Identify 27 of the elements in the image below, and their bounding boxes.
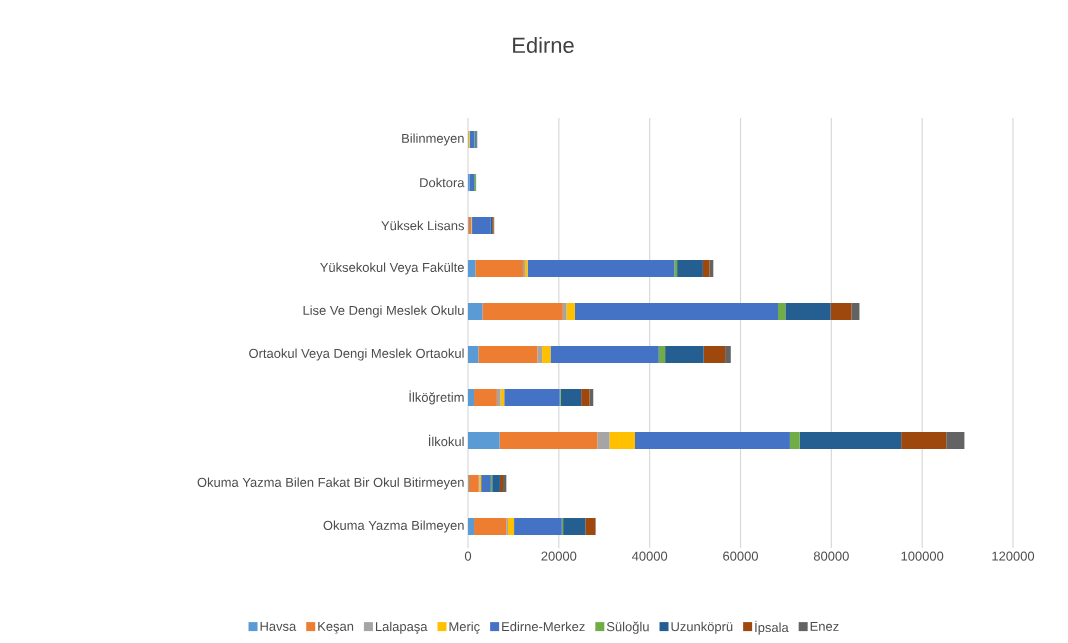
x-tick-label: 100000 [901, 551, 944, 561]
y-tick-label: İlköğretim [409, 390, 464, 405]
y-tick-label: Okuma Yazma Bilmeyen [323, 520, 464, 533]
x-tick-label: 40000 [631, 551, 668, 561]
legend-label: Uzunköprü [671, 621, 733, 634]
x-tick-label: 20000 [541, 551, 577, 561]
y-tick-label: Yüksek Lisans [381, 220, 464, 231]
y-tick-label: Yüksekokul Veya Fakülte [320, 262, 464, 275]
x-tick-label: 80000 [813, 551, 849, 561]
x-tick-label: 60000 [723, 551, 759, 561]
y-tick-label: Okuma Yazma Bilen Fakat Bir Okul Bitirmeyen [197, 477, 464, 490]
y-tick-label: İlkokul [428, 434, 464, 447]
legend-label: Meriç [449, 621, 480, 634]
x-tick-label: 0 [464, 551, 472, 561]
chart-title: Edirne [513, 36, 574, 54]
legend-label: Süloğlu [606, 621, 649, 634]
legend-label: Keşan [318, 621, 354, 634]
legend-label: İpsala [755, 620, 789, 635]
y-tick-label: Doktora [420, 177, 465, 188]
legend-label: Edirne-Merkez [502, 621, 585, 632]
y-tick-label: Lise Ve Dengi Meslek Okulu [303, 305, 464, 318]
y-tick-label: Ortaokul Veya Dengi Meslek Ortaokul [249, 348, 464, 361]
x-tick-label: 120000 [992, 551, 1035, 561]
legend-label: Enez [810, 621, 839, 631]
legend-label: Havsa [260, 621, 297, 631]
y-tick-label: Bilinmeyen [402, 133, 464, 146]
legend-label: Lalapaşa [375, 621, 428, 634]
